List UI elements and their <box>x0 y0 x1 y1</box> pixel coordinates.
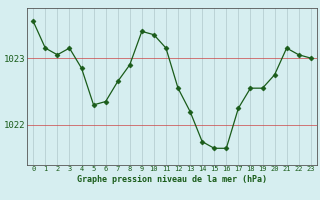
X-axis label: Graphe pression niveau de la mer (hPa): Graphe pression niveau de la mer (hPa) <box>77 175 267 184</box>
